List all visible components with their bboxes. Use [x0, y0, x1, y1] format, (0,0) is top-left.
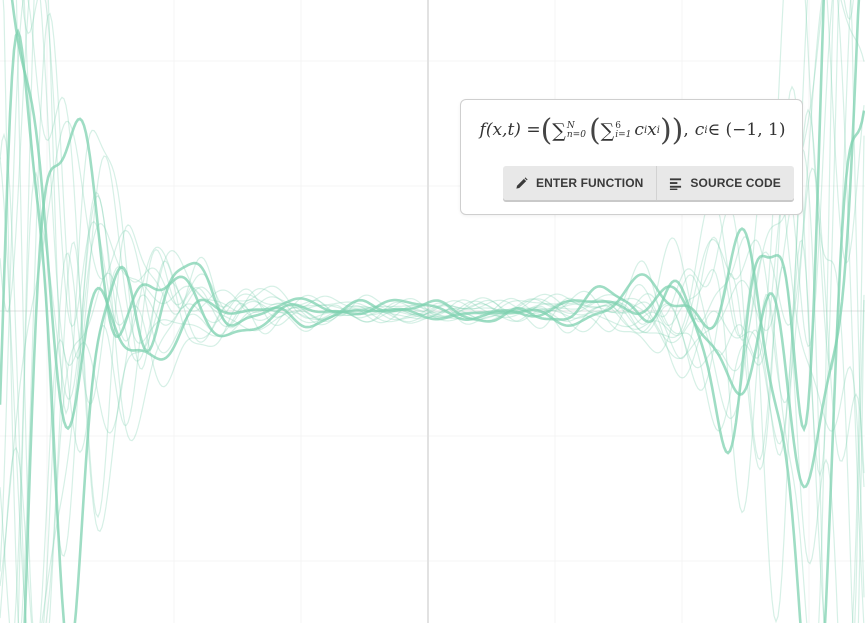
function-curve [10, 0, 861, 489]
source-code-label: SOURCE CODE [690, 176, 781, 190]
constraint-range: ∈ (−1, 1) [707, 120, 786, 140]
sum-outer-top: N [566, 121, 575, 131]
sum-inner-bottom: i=1 [615, 130, 632, 140]
card-button-group: ENTER FUNCTION SOURCE CODE [503, 166, 794, 200]
formula-comma: , [683, 120, 689, 140]
function-curve [21, 0, 854, 432]
function-curve [23, 110, 865, 623]
constraint-coefficient: c [694, 120, 705, 140]
term-variable: x [647, 120, 657, 140]
sum-limits-outer: N n=0 [567, 122, 586, 140]
paren-close-inner: ) [659, 113, 672, 148]
align-left-icon [670, 177, 682, 190]
sum-symbol-outer: ∑ [552, 120, 566, 142]
function-curve [0, 0, 865, 474]
term-coefficient-sub: i [643, 124, 648, 136]
paren-open-inner: ( [588, 113, 601, 148]
source-code-button[interactable]: SOURCE CODE [656, 166, 794, 200]
function-curve [0, 0, 865, 587]
sum-limits-inner: 6 i=1 [615, 122, 631, 140]
sum-outer-bottom: n=0 [566, 130, 586, 140]
paren-open-outer: ( [540, 113, 553, 148]
function-curve [0, 12, 865, 623]
sum-inner-top: 6 [615, 121, 621, 131]
paren-close-outer: ) [671, 113, 684, 148]
sum-symbol-inner: ∑ [600, 120, 615, 142]
formula-lhs: f(x,t) = [479, 120, 541, 140]
term-coefficient: c [634, 120, 644, 140]
enter-function-label: ENTER FUNCTION [536, 176, 644, 190]
pencil-icon [516, 176, 528, 189]
term-variable-sup: i [656, 124, 660, 136]
constraint-coefficient-sub: i [704, 124, 708, 136]
enter-function-button[interactable]: ENTER FUNCTION [503, 166, 657, 200]
